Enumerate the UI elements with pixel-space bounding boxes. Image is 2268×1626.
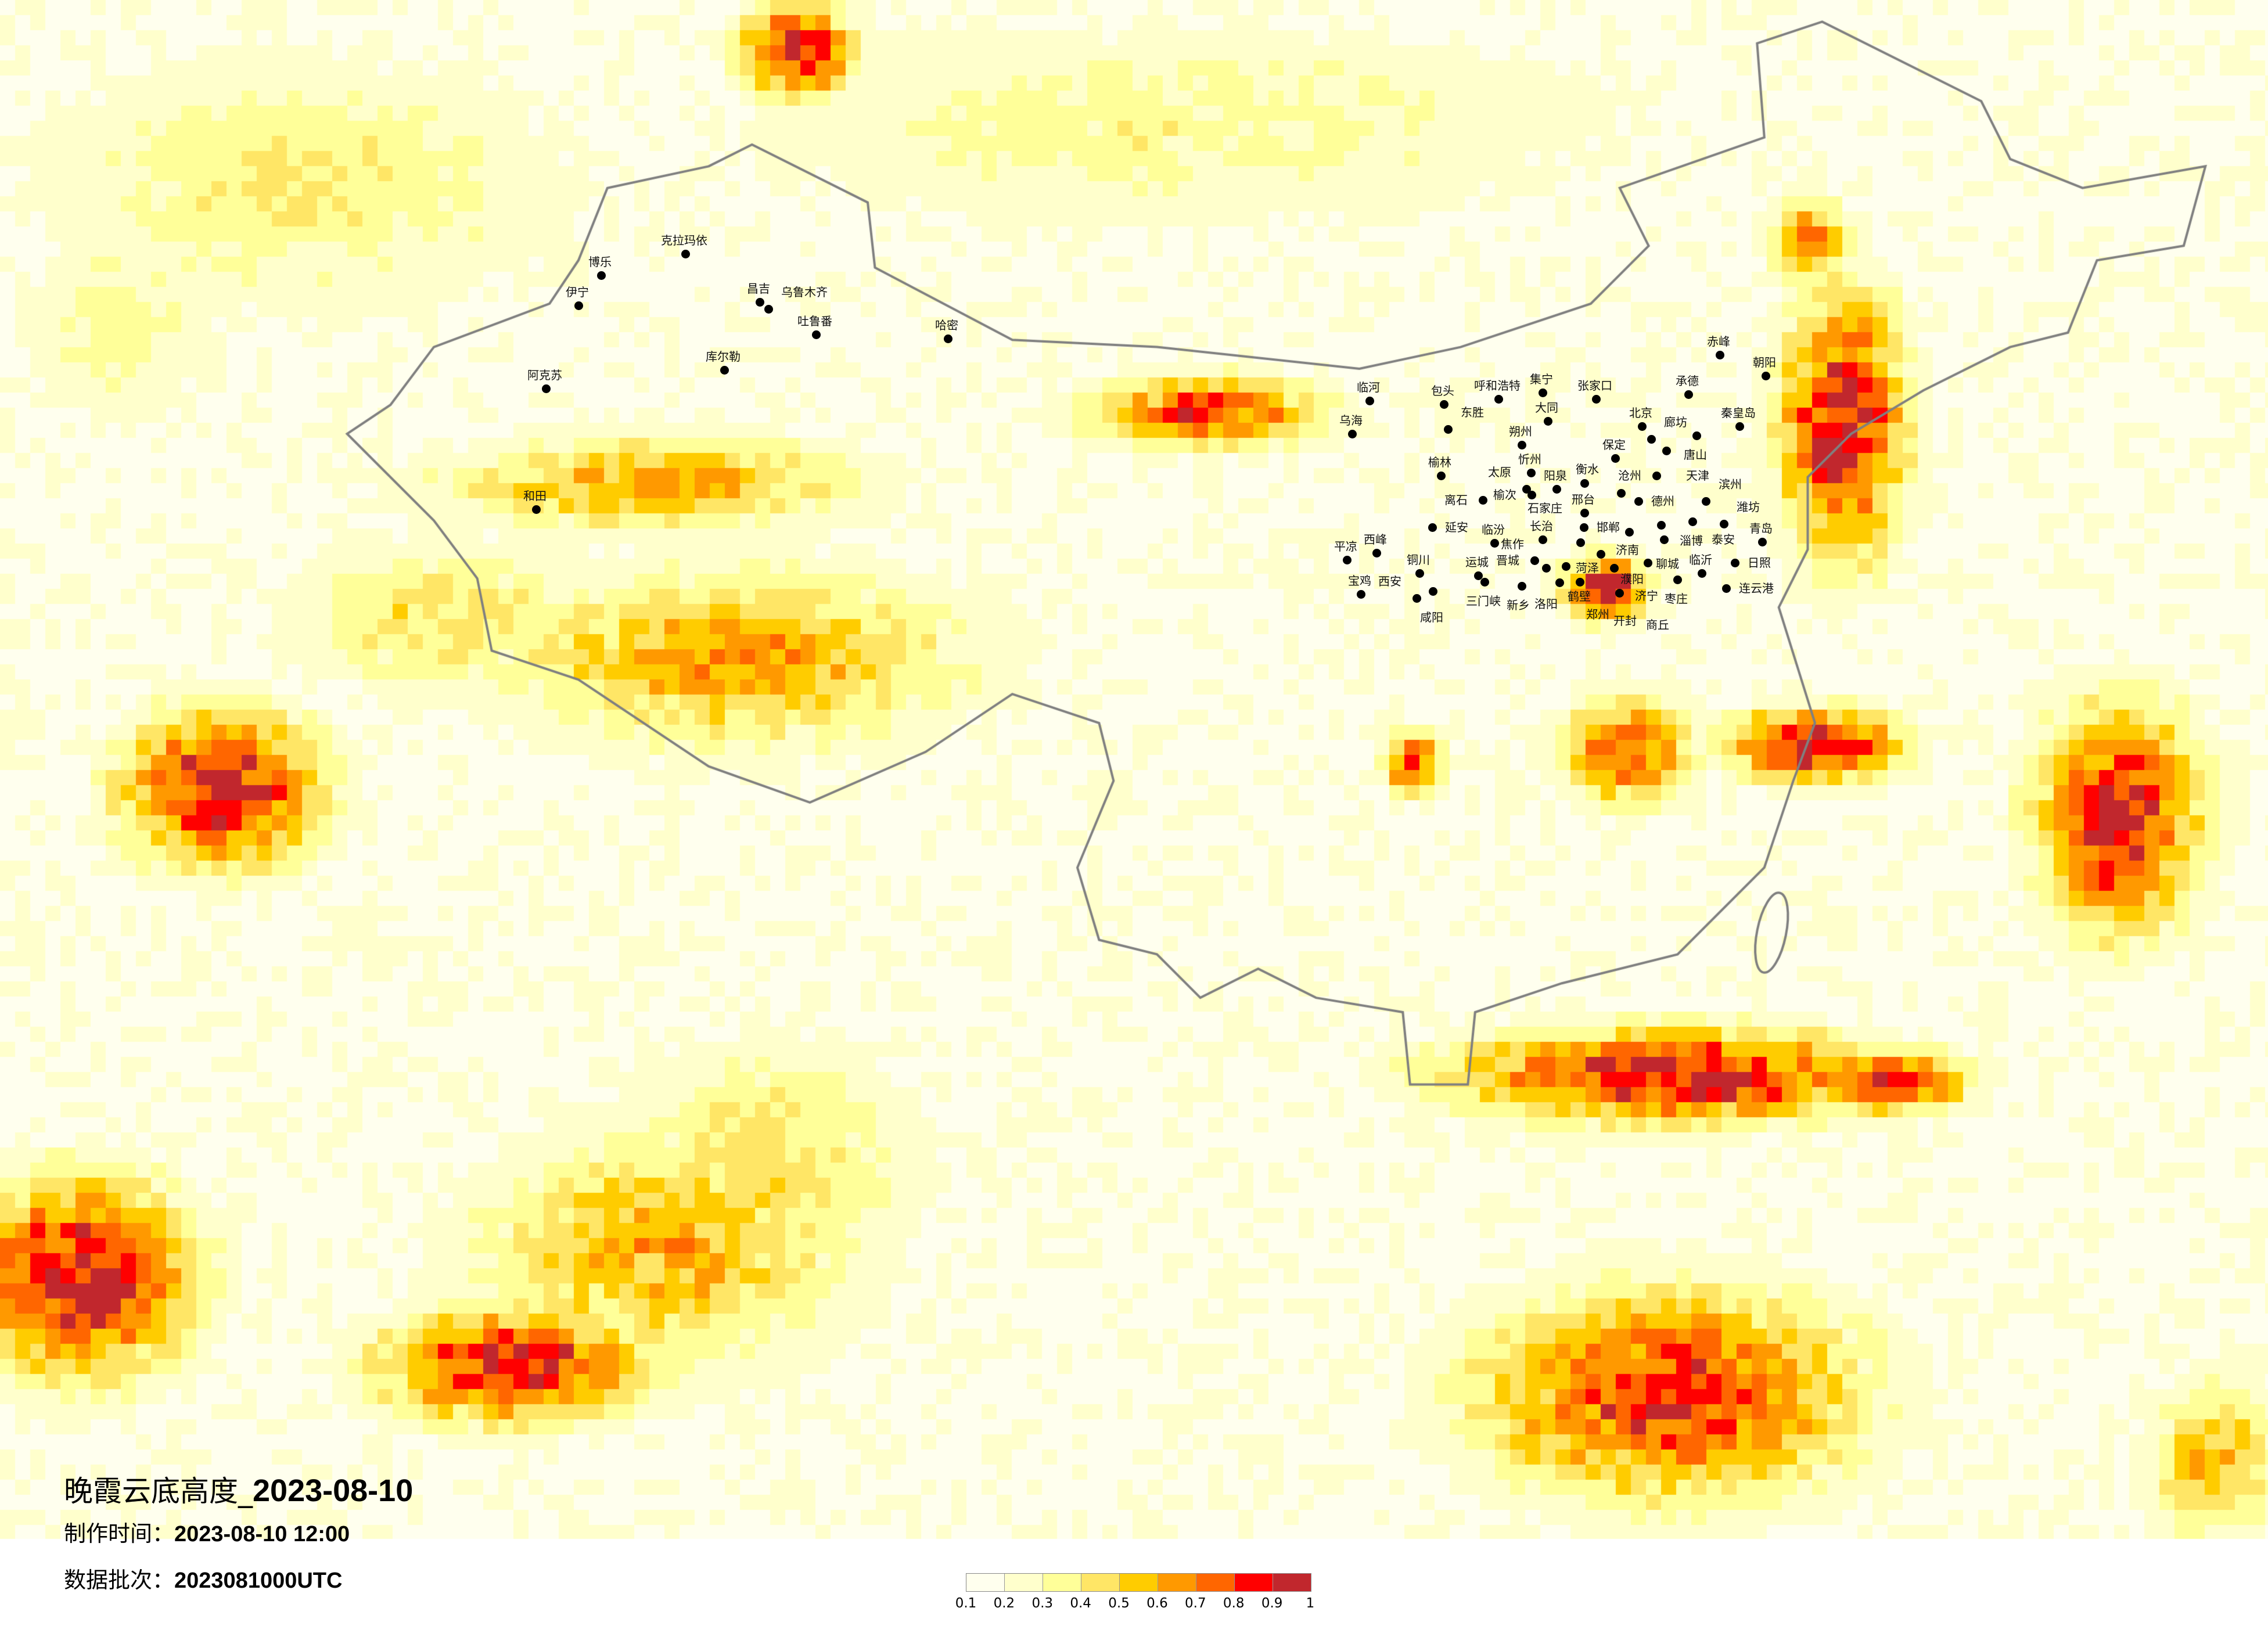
legend-swatch bbox=[1120, 1574, 1158, 1591]
legend-swatch bbox=[1235, 1574, 1273, 1591]
legend-label: 0.5 bbox=[1108, 1596, 1130, 1611]
legend-label: 0.7 bbox=[1185, 1596, 1206, 1611]
data-batch-value: 2023081000UTC bbox=[174, 1569, 343, 1593]
legend-swatch bbox=[1196, 1574, 1235, 1591]
made-time-label: 制作时间： bbox=[64, 1521, 175, 1546]
made-time: 制作时间：2023-08-10 12:00 bbox=[64, 1516, 350, 1548]
data-batch-label: 数据批次： bbox=[64, 1567, 175, 1593]
legend-label: 0.8 bbox=[1223, 1596, 1245, 1611]
legend-swatch bbox=[1158, 1574, 1196, 1591]
legend-swatch bbox=[1081, 1574, 1120, 1591]
legend-label: 0.6 bbox=[1146, 1596, 1168, 1611]
color-legend bbox=[966, 1573, 1311, 1592]
data-batch: 数据批次：2023081000UTC bbox=[64, 1562, 342, 1594]
legend-label: 1 bbox=[1306, 1596, 1315, 1611]
legend-label: 0.9 bbox=[1261, 1596, 1283, 1611]
legend-labels: 0.1 0.2 0.3 0.4 0.5 0.6 0.7 0.8 0.9 1 bbox=[955, 1596, 1315, 1613]
title-prefix: 晚霞云底高度_ bbox=[64, 1474, 253, 1508]
title-date: 2023-08-10 bbox=[253, 1473, 414, 1508]
map-title: 晚霞云底高度_2023-08-10 bbox=[64, 1468, 413, 1510]
legend-label: 0.4 bbox=[1070, 1596, 1091, 1611]
legend-swatch bbox=[1043, 1574, 1081, 1591]
made-time-value: 2023-08-10 12:00 bbox=[174, 1522, 350, 1546]
legend-swatch bbox=[1005, 1574, 1043, 1591]
legend-label: 0.1 bbox=[955, 1596, 977, 1611]
legend-label: 0.3 bbox=[1031, 1596, 1054, 1611]
legend-swatch bbox=[1273, 1574, 1311, 1591]
legend-swatch bbox=[966, 1574, 1005, 1591]
legend-label: 0.2 bbox=[993, 1596, 1015, 1611]
